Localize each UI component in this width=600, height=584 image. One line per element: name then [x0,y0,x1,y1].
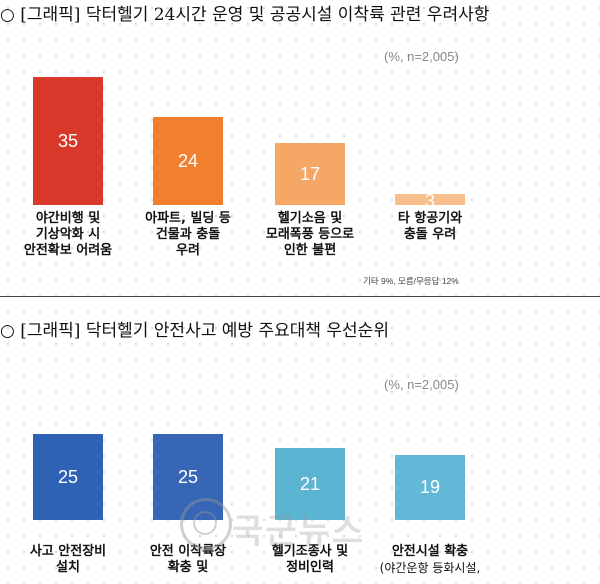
category-label-line: 안전시설 확충 [391,544,469,559]
category-label-line: 모래폭풍 등으로 [265,227,355,242]
chart1-bar-value-2: 24 [177,150,199,171]
chart2-bar-1: 25 [33,434,103,520]
chart2-bar-value-3: 21 [299,473,321,494]
chart2-bar-value-4: 19 [419,477,441,497]
chart1-category-label-4: 타 항공기와 충돌 우려 [365,211,495,243]
chart2-title: ○ [그래픽] 닥터헬기 안전사고 예방 주요대책 우선순위 [0,321,389,341]
category-label-line: 우려 [176,243,200,258]
chart2-category-label-4: 안전시설 확충 (야간운항 등화시설, [365,544,495,576]
category-label-line: (야간운항 등화시설, [379,561,481,575]
watermark-text: 국군뉴스 [232,512,366,552]
chart1-bar-value-3: 17 [299,163,321,184]
chart1-footnote: 기타 9%, 모름/무응답 12% [363,276,459,286]
chart2-bar-3: 21 [275,448,345,520]
globe-logo-icon [180,498,232,550]
category-label-line: 타 항공기와 [397,211,463,226]
category-label-line: 헬기소음 및 [277,211,343,226]
category-label-line: 아파트, 빌딩 등 [145,211,231,226]
chart1-category-label-1: 야간비행 및 기상악화 시 안전확보 어려움 [3,211,133,259]
chart2-category-label-1: 사고 안전장비 설치 [3,544,133,576]
chart1-bar-3: 17 [275,143,345,205]
category-label-line: 헬기조종사 및 [271,544,349,559]
chart1-bar-1: 35 [33,77,103,205]
category-label-line: 기상악화 시 [35,227,101,242]
category-label-line: 정비인력 [286,560,334,575]
chart1-note: (%, n=2,005) [384,49,459,64]
category-label-line: 안전확보 어려움 [23,243,113,258]
chart2-bar-value-1: 25 [57,466,79,487]
chart1-bar-2: 24 [153,117,223,205]
chart1-category-label-3: 헬기소음 및 모래폭풍 등으로 인한 불편 [245,211,375,259]
chart2-category-label-3: 헬기조종사 및 정비인력 [245,544,375,576]
chart1-bar-4: 3 [395,191,465,211]
category-label-line: 건물과 충돌 [155,227,221,242]
category-label-line: 인한 불편 [283,243,337,258]
chart1-bar-value-4: 3 [424,191,435,211]
category-label-line: 사고 안전장비 [29,544,107,559]
category-label-line: 충돌 우려 [403,227,457,242]
category-label-line: 설치 [56,560,80,575]
category-label-line: 야간비행 및 [35,211,101,226]
chart2-bar-value-2: 25 [177,466,199,487]
chart2-bar-4: 19 [395,455,465,520]
category-label-line: 확충 및 [167,560,209,575]
chart1-title: ○ [그래픽] 닥터헬기 24시간 운영 및 공공시설 이착륙 관련 우려사항 [0,5,490,25]
chart1-bar-value-1: 35 [57,130,79,151]
chart1-category-label-2: 아파트, 빌딩 등 건물과 충돌 우려 [123,211,253,259]
chart2-note: (%, n=2,005) [384,377,459,392]
section-divider [0,296,600,297]
